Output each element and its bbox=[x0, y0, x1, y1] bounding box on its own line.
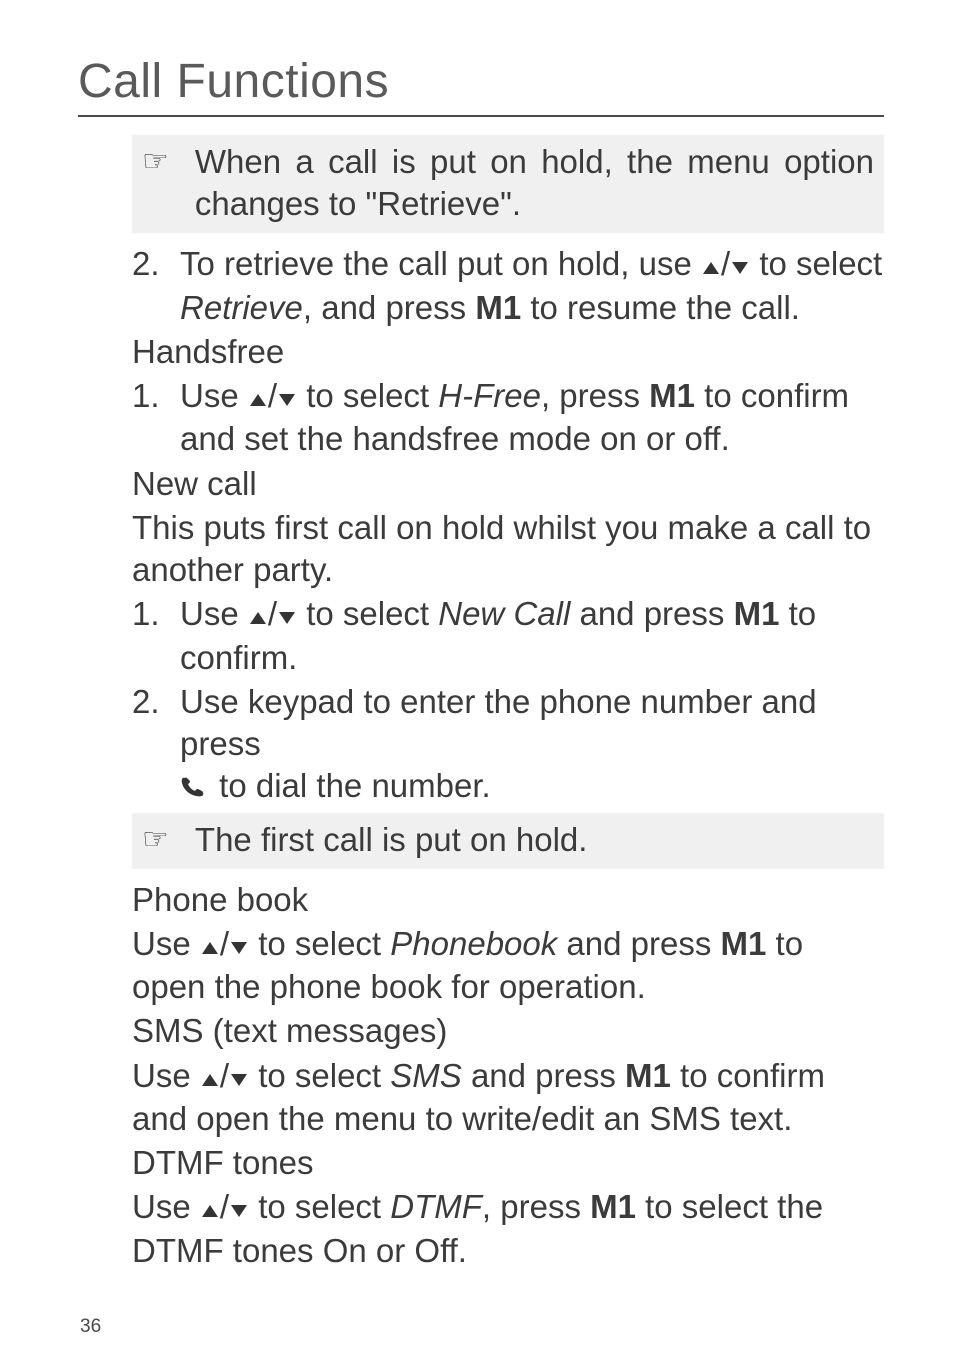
button-m1: M1 bbox=[721, 925, 767, 962]
page-title: Call Functions bbox=[78, 54, 884, 109]
text: and press bbox=[570, 595, 733, 632]
text: , press bbox=[482, 1188, 590, 1225]
button-m1: M1 bbox=[734, 595, 780, 632]
menu-item-hfree: H-Free bbox=[438, 377, 541, 414]
button-m1: M1 bbox=[649, 377, 695, 414]
sms-text: Use / to select SMS and press M1 to conf… bbox=[132, 1055, 884, 1140]
arrow-down-icon bbox=[229, 1187, 249, 1229]
text: to select bbox=[750, 245, 882, 282]
phonebook-text: Use / to select Phonebook and press M1 t… bbox=[132, 923, 884, 1008]
text: To retrieve the call put on hold, use bbox=[180, 245, 701, 282]
arrow-down-icon bbox=[277, 376, 297, 418]
arrow-down-icon bbox=[277, 594, 297, 636]
text: , press bbox=[541, 377, 649, 414]
arrow-down-icon bbox=[730, 244, 750, 286]
section-handsfree: Handsfree bbox=[132, 331, 884, 373]
step-number: 1. bbox=[132, 375, 180, 460]
text: to dial the number. bbox=[210, 767, 491, 804]
newcall-step-1: 1. Use / to select New Call and press M1… bbox=[132, 593, 884, 678]
arrow-up-icon bbox=[200, 1187, 220, 1229]
button-m1: M1 bbox=[625, 1057, 671, 1094]
note-box-1: ☞ When a call is put on hold, the menu o… bbox=[132, 135, 884, 233]
menu-item-retrieve: Retrieve bbox=[180, 289, 303, 326]
text: Use keypad to enter the phone number and… bbox=[180, 683, 817, 762]
newcall-intro: This puts first call on hold whilst you … bbox=[132, 507, 884, 591]
text: and press bbox=[462, 1057, 625, 1094]
text: Use bbox=[180, 377, 248, 414]
arrow-up-icon bbox=[200, 1056, 220, 1098]
text: to select bbox=[249, 1057, 390, 1094]
note-box-2: ☞ The first call is put on hold. bbox=[132, 813, 884, 869]
pointing-hand-icon: ☞ bbox=[142, 821, 169, 859]
arrow-up-icon bbox=[701, 244, 721, 286]
step-number: 2. bbox=[132, 681, 180, 809]
newcall-step-2: 2. Use keypad to enter the phone number … bbox=[132, 681, 884, 809]
arrow-up-icon bbox=[200, 924, 220, 966]
note-text-1: When a call is put on hold, the menu opt… bbox=[195, 141, 874, 225]
text: to select bbox=[297, 595, 438, 632]
menu-item-sms: SMS bbox=[390, 1057, 462, 1094]
arrow-up-icon bbox=[248, 376, 268, 418]
page-number: 36 bbox=[80, 1316, 884, 1338]
text: to resume the call. bbox=[521, 289, 800, 326]
dial-icon bbox=[180, 766, 210, 808]
arrow-up-icon bbox=[248, 594, 268, 636]
arrow-down-icon bbox=[229, 1056, 249, 1098]
section-sms: SMS (text messages) bbox=[132, 1010, 884, 1052]
text: , and press bbox=[303, 289, 475, 326]
note-text-2: The first call is put on hold. bbox=[195, 819, 874, 861]
step-number: 1. bbox=[132, 593, 180, 678]
text: Use bbox=[132, 1188, 200, 1225]
content-body: ☞ When a call is put on hold, the menu o… bbox=[78, 135, 884, 1272]
section-phonebook: Phone book bbox=[132, 879, 884, 921]
pointing-hand-icon: ☞ bbox=[142, 143, 169, 181]
arrow-down-icon bbox=[229, 924, 249, 966]
text: to select bbox=[249, 925, 390, 962]
menu-item-phonebook: Phonebook bbox=[390, 925, 557, 962]
handsfree-step-1: 1. Use / to select H-Free, press M1 to c… bbox=[132, 375, 884, 460]
text: and press bbox=[557, 925, 720, 962]
text: to select bbox=[249, 1188, 390, 1225]
menu-item-newcall: New Call bbox=[438, 595, 570, 632]
section-newcall: New call bbox=[132, 463, 884, 505]
menu-item-dtmf: DTMF bbox=[390, 1188, 482, 1225]
text: Use bbox=[132, 925, 200, 962]
text: to select bbox=[297, 377, 438, 414]
button-m1: M1 bbox=[590, 1188, 636, 1225]
text: Use bbox=[180, 595, 248, 632]
title-rule bbox=[78, 115, 884, 117]
retrieve-step-2: 2. To retrieve the call put on hold, use… bbox=[132, 243, 884, 328]
text: Use bbox=[132, 1057, 200, 1094]
section-dtmf: DTMF tones bbox=[132, 1142, 884, 1184]
button-m1: M1 bbox=[475, 289, 521, 326]
dtmf-text: Use / to select DTMF, press M1 to select… bbox=[132, 1186, 884, 1271]
step-number: 2. bbox=[132, 243, 180, 328]
